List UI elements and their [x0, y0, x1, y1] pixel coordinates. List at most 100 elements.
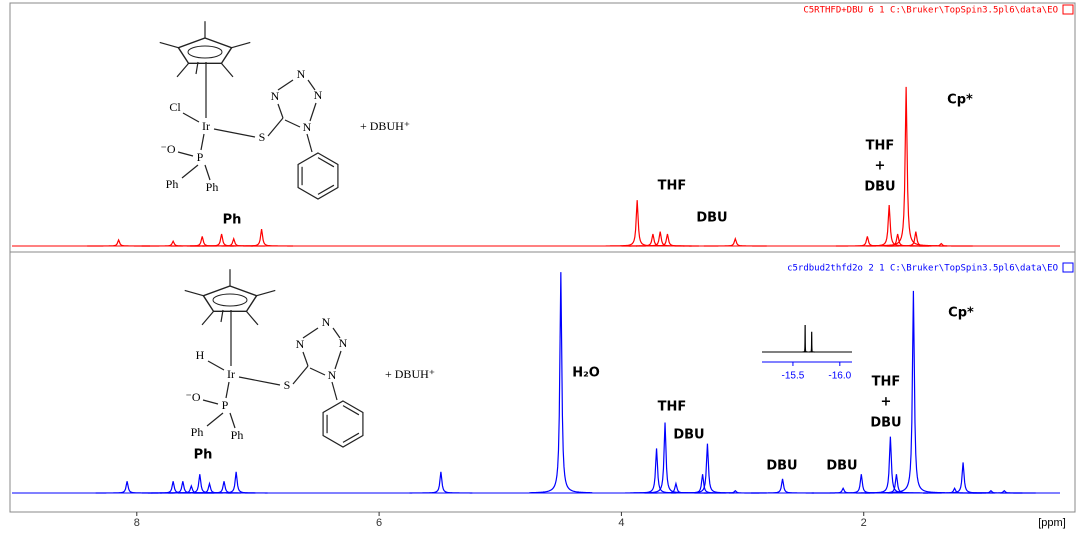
bond	[334, 350, 342, 370]
atom-label: P	[197, 150, 204, 164]
peak-annotation: THF	[658, 179, 687, 194]
peak	[529, 272, 593, 494]
cp-ring	[177, 37, 233, 65]
bond	[176, 62, 189, 78]
atom-label: N	[339, 336, 348, 350]
atom-label: S	[259, 130, 266, 144]
cp-ring-inner	[212, 293, 248, 307]
atom-label: Ph	[206, 180, 219, 194]
bond	[221, 62, 234, 78]
atom-label: Ph	[231, 428, 244, 442]
peak	[829, 474, 893, 494]
atom-label: N	[297, 67, 306, 81]
counterion: + DBUH⁺	[385, 367, 435, 381]
x-tick-label: 6	[376, 517, 382, 529]
bond	[342, 432, 360, 443]
atom-label: H	[196, 348, 205, 362]
peak-annotation: DBU	[826, 459, 857, 474]
bond	[206, 412, 224, 427]
frame	[9, 2, 1076, 513]
bond	[332, 327, 341, 339]
atom-label: S	[284, 378, 291, 392]
x-axis-label: [ppm]	[1038, 517, 1066, 529]
atom-label: Ir	[227, 367, 235, 381]
bond	[202, 399, 219, 405]
spectrum-header: c5rdbud2thfd2o 2 1 C:\Bruker\TopSpin3.5p…	[787, 264, 1058, 274]
bond	[238, 376, 281, 386]
peak	[972, 489, 1036, 494]
bond	[307, 79, 316, 91]
bond	[184, 289, 204, 297]
bond	[246, 310, 259, 326]
bond	[302, 327, 319, 339]
bond	[284, 119, 301, 128]
peak-annotation: THF	[872, 375, 901, 390]
bond	[267, 117, 284, 137]
peak	[87, 238, 151, 247]
x-tick-label: 8	[134, 517, 140, 529]
peak	[625, 448, 688, 494]
bond	[277, 79, 294, 91]
atom-label: ⁻O	[161, 142, 176, 156]
bond	[225, 381, 230, 399]
peak	[857, 204, 921, 247]
peak	[151, 481, 215, 494]
phenyl-ring	[297, 152, 339, 200]
peak-annotation: DBU	[673, 428, 704, 443]
spectrum-header: C5RTHFD+DBU 6 1 C:\Bruker\TopSpin3.5pl6\…	[803, 6, 1058, 16]
bond	[302, 351, 309, 367]
peak-annotation: DBU	[870, 416, 901, 431]
counterion: + DBUH⁺	[360, 119, 410, 133]
atom-label: N	[328, 368, 337, 382]
atom-label: Ir	[202, 119, 210, 133]
cp-ring-inner	[187, 45, 223, 59]
bond	[292, 365, 309, 385]
peak	[703, 236, 767, 247]
peak	[909, 242, 973, 247]
peak-annotation: THF	[866, 139, 895, 154]
peak	[204, 471, 268, 494]
x-tick-label: 4	[618, 517, 624, 529]
bond	[182, 112, 200, 123]
peak	[802, 324, 808, 353]
atom-label: N	[296, 337, 305, 351]
x-tick-label: -15.5	[782, 371, 805, 382]
bond	[204, 164, 211, 181]
peak-annotation: Cp*	[947, 93, 973, 108]
peak	[628, 231, 692, 247]
bond	[200, 133, 205, 151]
bond	[309, 102, 317, 122]
peak-annotation: +	[881, 395, 892, 410]
phenyl-ring	[322, 400, 364, 448]
atom-label: N	[314, 88, 323, 102]
bond	[207, 360, 225, 371]
peak	[835, 236, 899, 247]
x-tick-label: -16.0	[828, 371, 851, 382]
x-tick-label: 2	[861, 517, 867, 529]
peak	[751, 478, 814, 494]
peak	[858, 436, 922, 494]
bond	[277, 103, 284, 119]
bond	[331, 381, 338, 401]
peak	[230, 229, 294, 247]
bond	[231, 41, 251, 49]
peak	[95, 481, 159, 494]
peak-annotation: THF	[658, 400, 687, 415]
peak	[808, 331, 815, 353]
peak	[865, 474, 928, 494]
bond	[201, 310, 214, 326]
bond	[159, 41, 179, 49]
atom-label: Ph	[166, 177, 179, 191]
peak	[931, 462, 995, 494]
bond	[317, 184, 335, 195]
bond	[195, 61, 199, 75]
atom-label: ⁻O	[186, 390, 201, 404]
peak-annotation: DBU	[696, 211, 727, 226]
peak	[676, 443, 739, 494]
atom-label: N	[322, 315, 331, 329]
peak	[409, 471, 473, 494]
peak-annotation: H₂O	[572, 366, 600, 381]
bond	[213, 128, 256, 138]
